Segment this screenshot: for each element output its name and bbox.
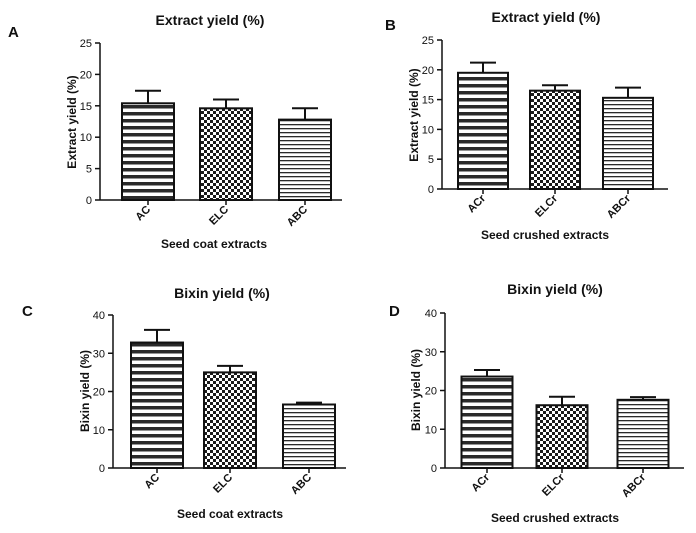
y-tick-label: 15 [80, 101, 92, 113]
category-label: AC [133, 204, 153, 224]
bar-ac [121, 102, 175, 201]
y-tick-label: 0 [431, 463, 437, 475]
panel-letter: C [22, 303, 33, 320]
bar-acr [457, 71, 509, 190]
y-axis-label: Extract yield (%) [65, 75, 79, 168]
y-tick-label: 0 [86, 195, 92, 207]
bar-abc [282, 403, 336, 470]
bar-abcr [616, 398, 670, 469]
x-axis-label: Seed crushed extracts [481, 228, 609, 242]
y-axis-label: Bixin yield (%) [78, 350, 92, 432]
x-axis-label: Seed crushed extracts [491, 511, 619, 525]
bar-abcr [602, 96, 654, 190]
y-tick-label: 25 [422, 35, 434, 47]
bar-elcr [535, 404, 589, 470]
y-tick-label: 5 [86, 164, 92, 176]
y-tick-label: 10 [80, 132, 92, 144]
y-tick-label: 10 [425, 424, 437, 436]
chart-title: Bixin yield (%) [174, 285, 270, 301]
chart-title: Extract yield (%) [156, 12, 265, 28]
y-tick-label: 10 [422, 124, 434, 136]
panel-letter: D [389, 303, 400, 320]
category-label: ELCr [540, 471, 568, 499]
category-label: ABCr [605, 192, 634, 221]
panel-letter: B [385, 17, 396, 34]
x-axis-label: Seed coat extracts [177, 507, 283, 521]
y-tick-label: 40 [93, 310, 105, 322]
y-tick-label: 30 [425, 347, 437, 359]
category-label: ABC [289, 472, 314, 497]
category-label: ACr [469, 471, 492, 494]
y-tick-label: 25 [80, 38, 92, 50]
bar-elc [203, 371, 257, 469]
chart-title: Extract yield (%) [492, 9, 601, 25]
y-tick-label: 40 [425, 308, 437, 320]
category-label: ABCr [620, 471, 649, 500]
y-tick-label: 20 [93, 387, 105, 399]
x-axis-label: Seed coat extracts [161, 237, 267, 251]
y-axis-label: Extract yield (%) [407, 68, 421, 161]
category-label: ABC [285, 204, 310, 229]
chart-panel-d: D Bixin yield (%) Bixin yield (%) Seed c… [389, 281, 684, 525]
category-label: AC [142, 472, 162, 492]
chart-title: Bixin yield (%) [507, 281, 603, 297]
bar-ac [130, 341, 184, 470]
y-tick-label: 5 [428, 154, 434, 166]
bar-acr [460, 375, 514, 469]
category-label: ELCr [533, 192, 561, 220]
y-tick-label: 0 [99, 463, 105, 475]
y-tick-label: 30 [93, 348, 105, 360]
category-label: ELC [211, 472, 235, 496]
bar-elcr [529, 89, 581, 190]
bar-abc [278, 118, 332, 201]
y-tick-label: 10 [93, 425, 105, 437]
panel-letter: A [8, 24, 19, 41]
chart-panel-b: B Extract yield (%) Extract yield (%) Se… [385, 9, 668, 242]
chart-panel-a: A Extract yield (%) Extract yield (%) Se… [8, 12, 342, 251]
category-label: ACr [465, 192, 488, 215]
y-tick-label: 15 [422, 95, 434, 107]
category-label: ELC [207, 204, 231, 228]
y-tick-label: 20 [422, 65, 434, 77]
y-tick-label: 20 [425, 386, 437, 398]
y-tick-label: 0 [428, 184, 434, 196]
bar-elc [199, 107, 253, 201]
chart-panel-c: C Bixin yield (%) Bixin yield (%) Seed c… [22, 285, 346, 521]
y-tick-label: 20 [80, 69, 92, 81]
y-axis-label: Bixin yield (%) [409, 349, 423, 431]
